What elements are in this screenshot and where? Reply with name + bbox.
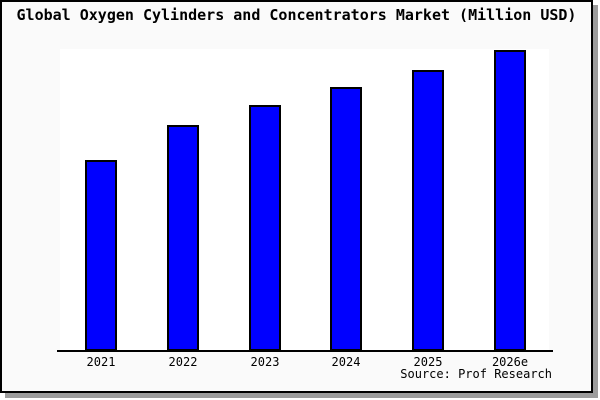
x-axis-line — [57, 350, 553, 352]
bar-2025 — [412, 70, 444, 351]
x-tick-label-2025: 2025 — [413, 355, 443, 369]
bar-2022 — [167, 125, 199, 351]
x-tick-label-2021: 2021 — [86, 355, 116, 369]
x-tick-label-2026e: 2026e — [491, 355, 529, 369]
bar-2023 — [249, 105, 281, 351]
x-tick-label-2023: 2023 — [250, 355, 280, 369]
chart-title: Global Oxygen Cylinders and Concentrator… — [16, 6, 577, 24]
plot-area — [60, 49, 549, 351]
x-tick-label-2022: 2022 — [168, 355, 198, 369]
x-tick-label-2024: 2024 — [331, 355, 361, 369]
bar-2024 — [330, 87, 362, 351]
source-label: Source: Prof Research — [400, 367, 552, 381]
bar-2026e — [494, 50, 526, 351]
bar-2021 — [85, 160, 117, 351]
